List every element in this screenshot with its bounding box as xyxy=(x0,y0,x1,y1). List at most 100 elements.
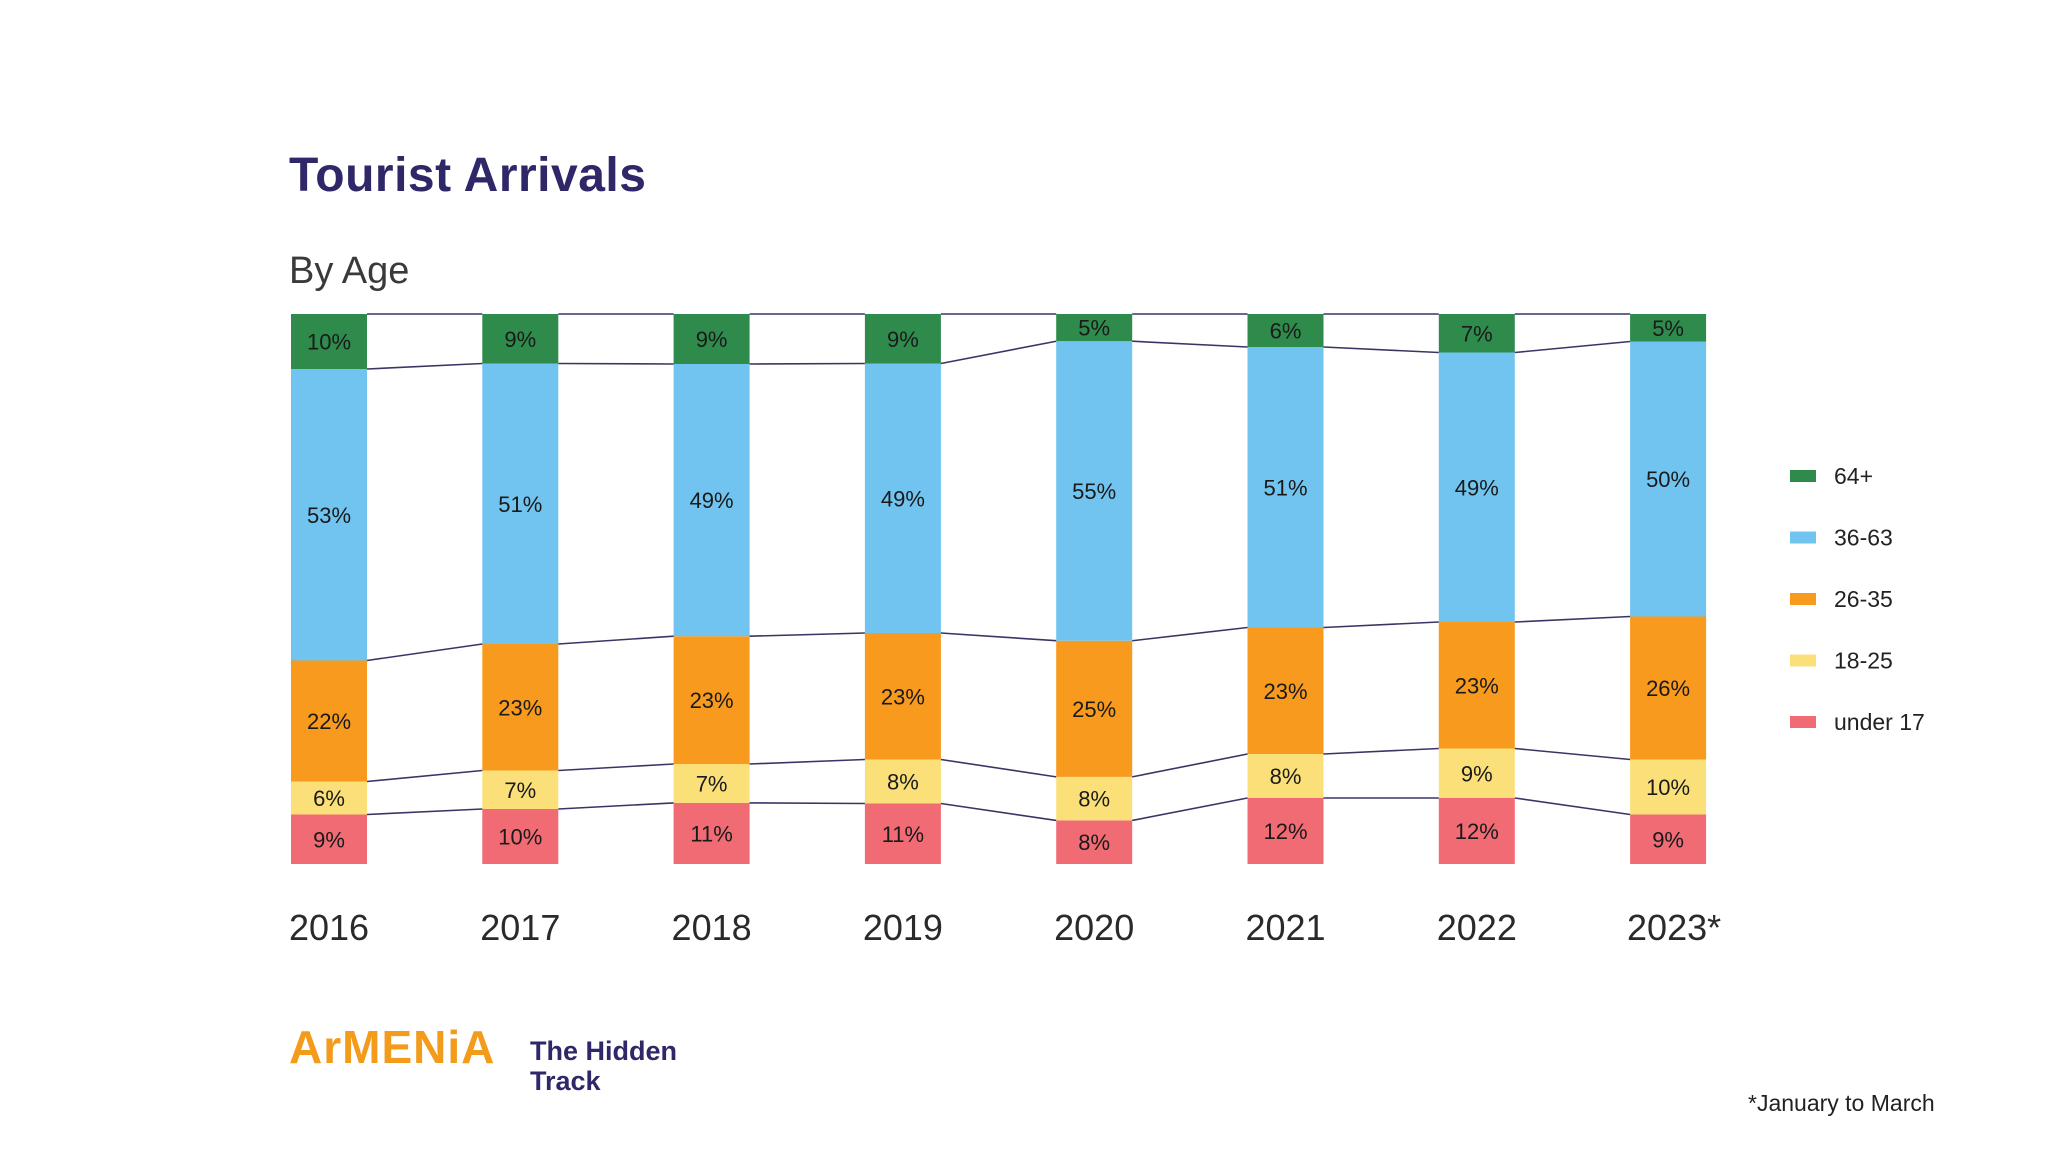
x-tick-label: 2023* xyxy=(1627,907,1721,948)
connector-line xyxy=(366,362,483,370)
connector-line xyxy=(558,763,674,772)
bar-segment-36-63-2017 xyxy=(482,363,559,644)
bar-segment-under-17-2023 xyxy=(1630,814,1707,864)
connector-line xyxy=(1132,340,1248,348)
data-label: 23% xyxy=(1455,673,1499,698)
legend-label: 26-35 xyxy=(1834,586,1893,612)
data-label: 12% xyxy=(1263,819,1307,844)
data-label: 49% xyxy=(1455,475,1499,500)
data-label: 10% xyxy=(498,825,542,850)
connector-line xyxy=(940,632,1057,642)
data-label: 49% xyxy=(690,488,734,513)
connector-line xyxy=(1323,747,1439,755)
connector-line xyxy=(749,802,865,805)
x-tick-label: 2016 xyxy=(289,907,369,948)
data-label: 9% xyxy=(504,327,536,352)
data-label: 11% xyxy=(690,821,732,846)
x-tick-label: 2017 xyxy=(480,907,560,948)
bar-segment-36-63-2023 xyxy=(1630,341,1707,617)
brand-tagline-line1: The Hidden xyxy=(530,1036,677,1066)
data-label: 6% xyxy=(313,786,345,811)
data-label: 23% xyxy=(881,684,925,709)
bar-segment-26-35-2019 xyxy=(864,633,941,760)
bar-segment-64+-2017 xyxy=(482,314,559,364)
data-label: 7% xyxy=(504,778,536,803)
bar-segment-36-63-2016 xyxy=(291,369,367,661)
data-label: 9% xyxy=(887,327,919,352)
data-label: 5% xyxy=(1652,316,1684,341)
chart-subtitle: By Age xyxy=(289,250,410,292)
bar-segment-36-63-2019 xyxy=(864,363,941,633)
legend-swatch-26-35 xyxy=(1790,593,1816,605)
data-label: 11% xyxy=(882,822,924,847)
data-label: 50% xyxy=(1646,467,1690,492)
data-label: 51% xyxy=(498,492,542,517)
data-label: 53% xyxy=(307,503,351,528)
data-label: 8% xyxy=(1078,830,1110,855)
connector-line xyxy=(366,769,483,783)
data-label: 9% xyxy=(313,827,345,852)
data-label: 23% xyxy=(1263,679,1307,704)
bar-segment-under-17-2017 xyxy=(482,809,559,864)
data-label: 12% xyxy=(1455,819,1499,844)
data-label: 10% xyxy=(307,330,351,355)
legend-swatch-18-25 xyxy=(1790,654,1816,667)
data-label: 25% xyxy=(1072,697,1116,722)
bar-segment-26-35-2023 xyxy=(1630,616,1707,760)
data-label: 55% xyxy=(1072,479,1116,504)
connector-line xyxy=(749,758,865,765)
bar-segment-18-25-2022 xyxy=(1438,748,1515,798)
x-tick-label: 2020 xyxy=(1054,907,1134,948)
data-label: 9% xyxy=(696,327,728,352)
bar-segment-under-17-2016 xyxy=(291,814,367,864)
bar-segment-26-35-2016 xyxy=(291,660,367,782)
legend-label: under 17 xyxy=(1834,709,1925,735)
data-label: 49% xyxy=(881,486,925,511)
bar-segment-26-35-2021 xyxy=(1247,627,1324,754)
connector-line xyxy=(749,362,865,365)
connector-line xyxy=(1323,621,1439,629)
data-label: 8% xyxy=(1078,787,1110,812)
data-label: 22% xyxy=(307,709,351,734)
data-label: 6% xyxy=(1270,319,1302,344)
bar-segment-36-63-2020 xyxy=(1056,341,1133,641)
connector-line xyxy=(366,808,483,816)
bar-segment-36-63-2022 xyxy=(1438,352,1515,622)
brand-tagline: The Hidden Track xyxy=(530,1036,677,1096)
connector-line xyxy=(940,340,1057,365)
bar-segment-under-17-2019 xyxy=(864,803,941,864)
data-label: 7% xyxy=(1461,321,1493,346)
x-tick-label: 2021 xyxy=(1245,907,1325,948)
bar-segment-26-35-2020 xyxy=(1056,640,1133,777)
connector-line xyxy=(1514,340,1631,354)
bar-segment-18-25-2023 xyxy=(1630,759,1707,815)
data-label: 8% xyxy=(1270,764,1302,789)
bar-segment-64+-2021 xyxy=(1247,314,1324,347)
bar-segment-under-17-2020 xyxy=(1056,820,1133,864)
x-tick-label: 2022 xyxy=(1437,907,1517,948)
connector-line xyxy=(940,802,1057,822)
x-tick-label: 2018 xyxy=(672,907,752,948)
bar-segment-36-63-2021 xyxy=(1247,347,1324,628)
bar-segment-under-17-2021 xyxy=(1247,798,1324,864)
brand-logo: ArMENiA xyxy=(289,1021,496,1073)
bar-segment-under-17-2022 xyxy=(1438,798,1515,864)
connector-line xyxy=(1132,626,1248,642)
data-label: 23% xyxy=(498,695,542,720)
connector-line xyxy=(1514,747,1631,761)
bar-segment-64+-2016 xyxy=(291,314,367,369)
bar-segment-18-25-2019 xyxy=(864,759,941,804)
bar-segment-under-17-2018 xyxy=(673,802,750,864)
connector-line xyxy=(1514,615,1631,623)
data-label: 5% xyxy=(1078,316,1110,341)
bar-segment-18-25-2020 xyxy=(1056,776,1133,821)
bar-segment-64+-2023 xyxy=(1630,314,1707,342)
bar-segment-36-63-2018 xyxy=(673,364,750,637)
connector-line xyxy=(366,643,483,662)
connector-line xyxy=(749,632,865,638)
bar-segment-18-25-2017 xyxy=(482,770,559,809)
bar-segment-64+-2018 xyxy=(673,314,750,364)
x-tick-label: 2019 xyxy=(863,907,943,948)
bar-segment-18-25-2021 xyxy=(1247,754,1324,798)
